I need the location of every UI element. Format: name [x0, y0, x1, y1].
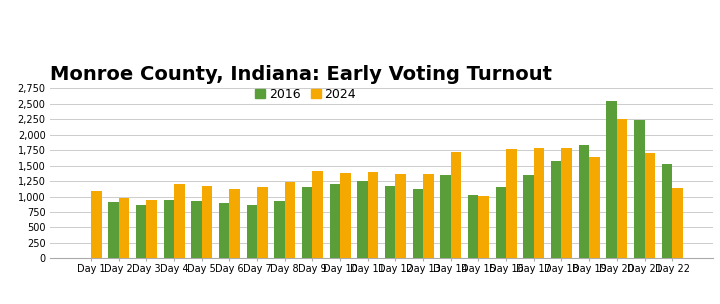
Bar	[163, 200, 174, 258]
Bar	[136, 205, 146, 258]
Bar	[274, 201, 284, 258]
Bar	[644, 153, 655, 258]
Bar	[534, 148, 544, 258]
Bar	[330, 184, 340, 258]
Bar	[551, 161, 562, 258]
Bar	[423, 174, 433, 258]
Bar	[192, 202, 202, 258]
Bar	[662, 164, 672, 258]
Bar	[562, 148, 572, 258]
Bar	[395, 174, 406, 258]
Bar	[606, 101, 617, 258]
Text: Monroe County, Indiana: Early Voting Turnout: Monroe County, Indiana: Early Voting Tur…	[50, 64, 552, 84]
Bar	[495, 187, 506, 258]
Legend: 2016, 2024: 2016, 2024	[256, 88, 356, 101]
Bar	[634, 120, 644, 258]
Bar	[119, 199, 129, 258]
Bar	[312, 171, 323, 258]
Bar	[357, 181, 368, 258]
Bar	[440, 175, 451, 258]
Bar	[108, 202, 119, 258]
Bar	[257, 187, 268, 258]
Bar	[284, 182, 295, 258]
Bar	[91, 191, 102, 258]
Bar	[506, 150, 517, 258]
Bar	[230, 189, 240, 258]
Bar	[479, 196, 489, 258]
Bar	[468, 195, 479, 258]
Bar	[202, 186, 212, 258]
Bar	[174, 184, 184, 258]
Bar	[672, 188, 683, 258]
Bar	[385, 186, 395, 258]
Bar	[617, 119, 627, 258]
Bar	[413, 189, 423, 258]
Bar	[451, 152, 462, 258]
Bar	[146, 200, 157, 258]
Bar	[523, 175, 534, 258]
Bar	[219, 203, 230, 258]
Bar	[302, 187, 312, 258]
Bar	[579, 144, 589, 258]
Bar	[246, 205, 257, 258]
Bar	[589, 157, 600, 258]
Bar	[368, 172, 378, 258]
Bar	[340, 173, 351, 258]
